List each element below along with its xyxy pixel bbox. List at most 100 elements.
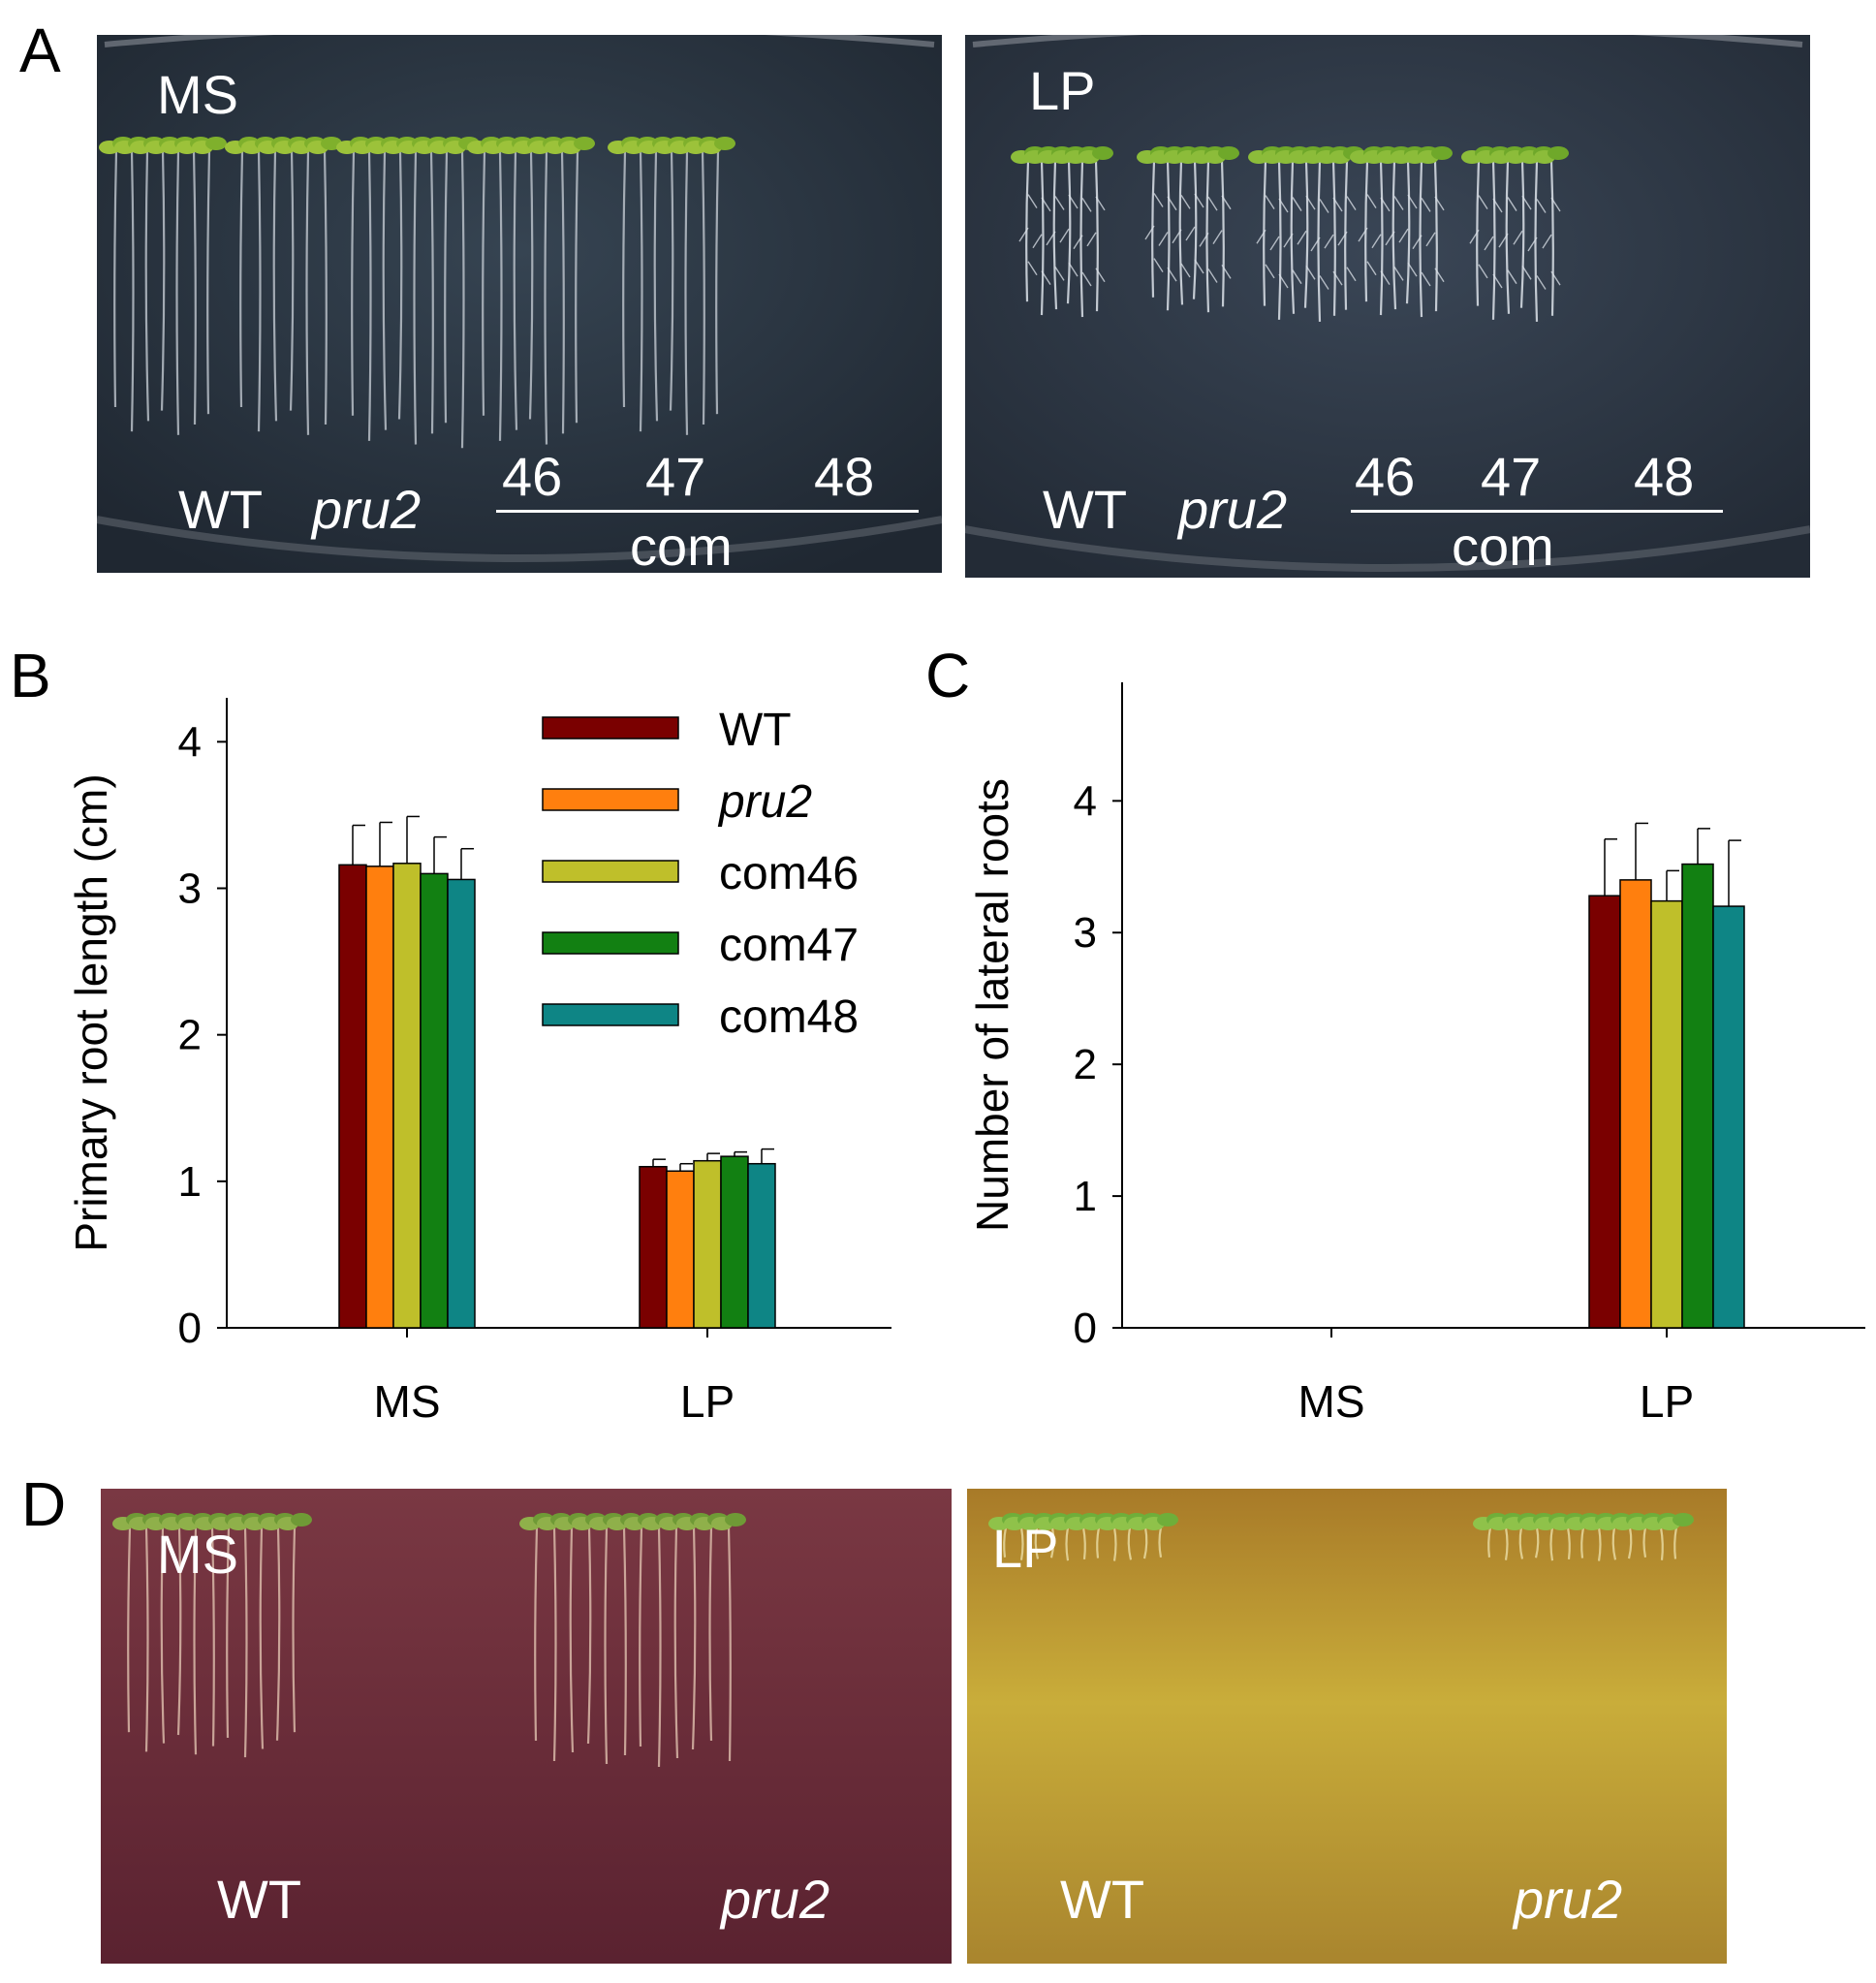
chart-b-bar-com47-MS [420, 872, 449, 1329]
chart-primary-root-length: 0 1 2 3 4 Primary root length (cm) MS LP WT pru2 c… [39, 669, 930, 1434]
lateral-root [1421, 271, 1431, 287]
lateral-root [1484, 236, 1494, 251]
panel-letter-d: D [21, 1469, 67, 1539]
seedling-root [210, 1527, 215, 1747]
seedling-root [1049, 1527, 1055, 1558]
ms-plate-condition-label: MS [157, 64, 238, 125]
ms-plate-line47-label: 47 [645, 446, 706, 507]
lateral-root [1434, 268, 1445, 283]
seedling-root [1405, 160, 1411, 304]
lateral-root [1407, 194, 1418, 209]
chart-b-bar-com46-LP [693, 1159, 722, 1329]
seedling-root [727, 1527, 732, 1762]
lateral-root [1068, 194, 1079, 209]
seedling-root [1158, 1527, 1163, 1558]
seedling-root [701, 150, 705, 425]
seedling-root [691, 1527, 697, 1750]
lateral-root [1265, 264, 1275, 279]
lateral-root [1292, 197, 1302, 211]
seedling-root [127, 1527, 132, 1733]
ms-plate-com-label: com [630, 516, 733, 574]
seedling-root [1317, 160, 1322, 322]
ms-plate-com-bracket [496, 510, 919, 513]
chart-c-x-tick-label: MS [1298, 1376, 1365, 1427]
seedling-leaf [725, 1513, 746, 1527]
lp-yellow-plate-photo: LP WT pru2 [967, 1489, 1727, 1964]
lp-plate-com-bracket [1351, 510, 1723, 513]
lateral-root [1212, 230, 1223, 244]
seedling-root [1611, 1527, 1617, 1560]
panel-letter-a: A [19, 16, 61, 85]
seedling-root [292, 1527, 297, 1733]
seedling-root [1419, 160, 1423, 318]
seedling-root [673, 1527, 679, 1759]
chart-b-legend-label-pru2: pru2 [717, 776, 812, 828]
seedling-root [1505, 160, 1511, 314]
lateral-root [1221, 265, 1232, 279]
seedling-root [351, 150, 356, 416]
seedling-root [1534, 160, 1539, 322]
lateral-root [1380, 197, 1391, 212]
seedling-root [657, 1527, 662, 1768]
seedling-root [429, 150, 434, 434]
lateral-root [1507, 197, 1517, 211]
seedling-root [1192, 160, 1198, 299]
seedling-root [498, 150, 503, 441]
seedling-root [243, 1527, 248, 1758]
lateral-root [1492, 198, 1503, 213]
chart-b-bar-WT-LP [639, 1165, 668, 1329]
seedling-root [1303, 160, 1309, 308]
seedling-root [1549, 1527, 1554, 1561]
seedling-root [534, 1527, 539, 1742]
chart-b-legend-swatch-com48 [542, 1003, 679, 1026]
lateral-root [1153, 193, 1164, 207]
seedling-root [1081, 1527, 1086, 1560]
lateral-root [1207, 268, 1218, 283]
seedling-root [544, 150, 548, 445]
seedling-root [1040, 160, 1045, 316]
lateral-root [1068, 262, 1079, 277]
seedling-root [708, 1527, 713, 1742]
lateral-root [1086, 232, 1097, 247]
lateral-root [1407, 262, 1418, 277]
lateral-root [1018, 227, 1029, 242]
seedling-root [604, 1527, 609, 1765]
seedling-root [413, 150, 418, 445]
lateral-root [1305, 265, 1316, 280]
lateral-root [1536, 275, 1547, 290]
seedling-root [653, 150, 659, 422]
chart-c-bar-pru2-LP [1619, 879, 1652, 1329]
lp-yellow-plate-wt-label: WT [1060, 1869, 1145, 1930]
lateral-root [1095, 196, 1106, 211]
panel-letter-c: C [925, 641, 971, 710]
seedling-root [1034, 1527, 1040, 1559]
lateral-root [1478, 195, 1488, 209]
lateral-root [1366, 261, 1377, 276]
seedling-root [1127, 1527, 1133, 1560]
lp-plate-condition-label: LP [1029, 60, 1096, 121]
lateral-root [1393, 266, 1404, 281]
seedling-root [1580, 1527, 1585, 1558]
lp-plate-seedlings [965, 35, 1810, 578]
chart-b-y-tick-label: 2 [178, 1012, 202, 1059]
chart-c-y-tick-label: 4 [1074, 777, 1097, 825]
seedling-root [160, 1527, 166, 1744]
lateral-root [1185, 226, 1196, 241]
lateral-root [1059, 228, 1070, 243]
seedling-root [575, 150, 579, 424]
chart-b-bar-pru2-LP [666, 1170, 695, 1329]
lp-plate-mutant-label: pru2 [1178, 479, 1288, 540]
seedling-root [1094, 160, 1099, 312]
chart-c-bar-com46-LP [1650, 899, 1683, 1329]
lateral-root [1194, 193, 1204, 208]
seedling-root [239, 150, 244, 408]
seedling-root [1277, 160, 1282, 320]
lateral-root [1366, 194, 1377, 208]
seedling-root [1433, 160, 1438, 312]
seedling-root [460, 150, 465, 449]
seedling-root [1673, 1527, 1678, 1559]
lateral-root [1278, 273, 1289, 289]
seedling-root [1597, 1527, 1602, 1561]
lateral-root [1425, 232, 1436, 247]
seedling-root [1003, 1527, 1008, 1558]
